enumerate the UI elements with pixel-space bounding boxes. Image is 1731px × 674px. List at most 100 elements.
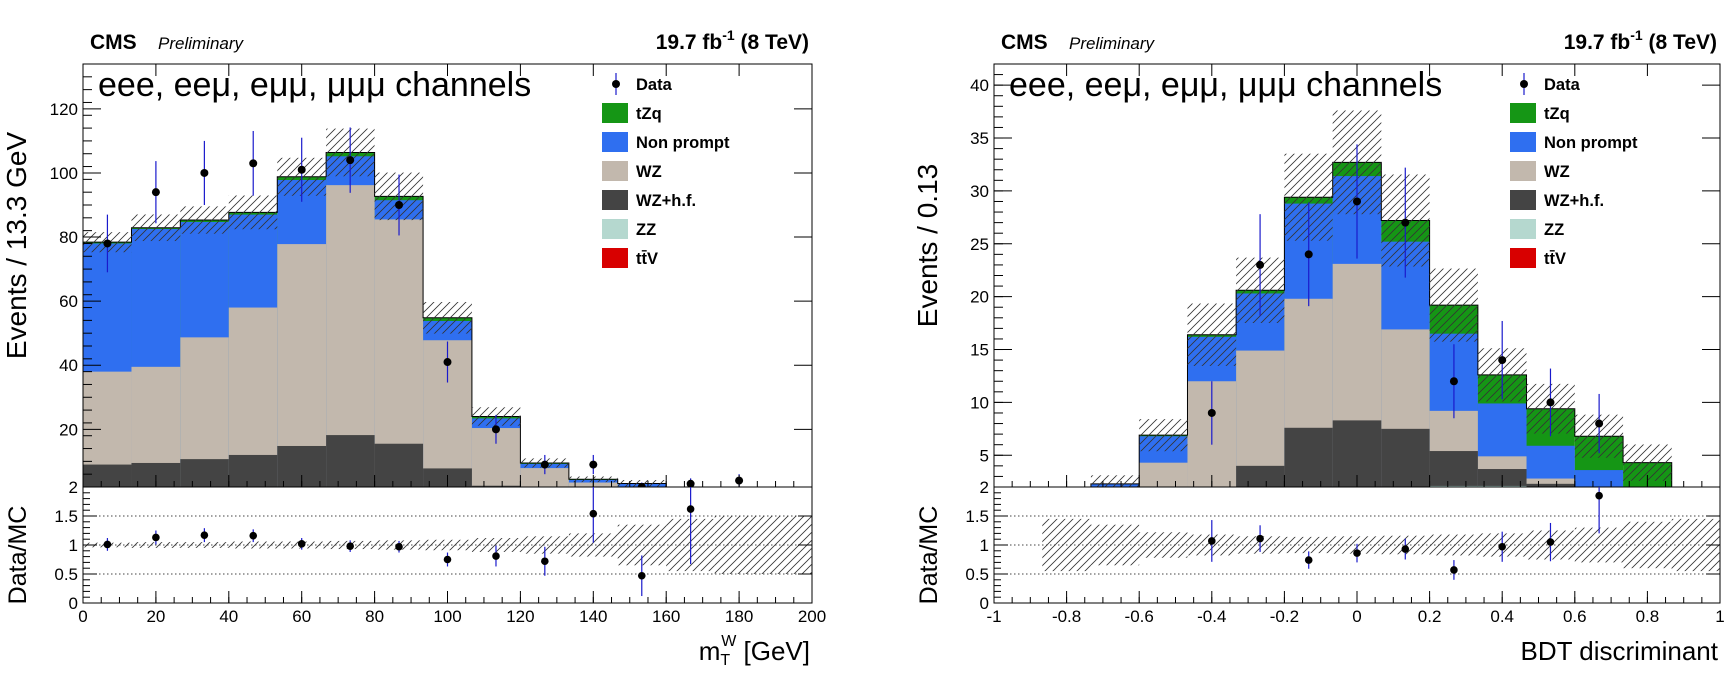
ratio-point-7 [443, 555, 452, 564]
bar-wzhf-bin-6 [1284, 427, 1333, 487]
bar-wzhf-bin-2 [180, 459, 229, 487]
mc-unc-hatch-bin-13 [1623, 444, 1672, 481]
legend-swatch-6 [1510, 248, 1536, 268]
data-point-1 [1256, 260, 1265, 269]
data-point-1 [151, 188, 160, 197]
x-tick-label: -0.2 [1270, 607, 1299, 626]
main-y-tick-label: 40 [970, 76, 989, 95]
legend-swatch-2 [1510, 132, 1536, 152]
data-point-0 [1207, 408, 1216, 417]
data-point-8 [491, 425, 500, 434]
stack-area [994, 110, 1720, 487]
ratio-y-tick-label: 0.5 [965, 565, 989, 584]
ratio-unc-hatch-bin-13 [714, 516, 764, 574]
data-point-4 [1401, 218, 1410, 227]
data-point-9 [540, 460, 549, 469]
channels-label: eee, eeμ, eμμ, μμμ channels [98, 66, 531, 104]
legend-label-3: WZ [1544, 163, 1570, 181]
ratio-point-4 [297, 540, 306, 548]
x-tick-label: 160 [652, 607, 680, 626]
x-tick-label: 1 [1715, 607, 1724, 626]
mc-unc-hatch-bin-2 [1090, 475, 1140, 487]
ratio-y-tick-label: 1.5 [965, 507, 989, 526]
ratio-y-axis-label: Data/MC [4, 506, 32, 605]
bar-wzhf-bin-6 [374, 443, 424, 487]
data-point-6 [1498, 356, 1507, 365]
ratio-unc-hatch-bin-3 [228, 541, 278, 549]
x-axis-label: BDT discriminant [1521, 636, 1719, 666]
data-point-12 [686, 479, 695, 487]
bar-zz-bin-9 [1429, 485, 1478, 487]
ratio-point-7 [1546, 538, 1555, 546]
lumi-exponent: -1 [722, 27, 735, 43]
bar-wz-bin-3 [1139, 462, 1188, 487]
main-y-tick-label: 10 [970, 393, 989, 412]
x-tick-label: -1 [986, 607, 1001, 626]
main-y-tick-label: 80 [59, 228, 78, 247]
y-axis-label: Events / 13.3 GeV [1, 132, 32, 360]
bar-wzhf-bin-5 [1236, 465, 1285, 487]
legend-label-4: WZ+h.f. [1544, 192, 1604, 210]
x-tick-label: 0 [1352, 607, 1361, 626]
ratio-y-tick-label: 1 [69, 536, 78, 555]
legend-swatch-4 [602, 190, 628, 210]
lumi-exponent: -1 [1630, 27, 1643, 43]
main-y-tick-label: 100 [50, 164, 78, 183]
x-tick-label: 40 [219, 607, 238, 626]
data-point-7 [1546, 398, 1555, 407]
legend-label-4: WZ+h.f. [636, 192, 696, 210]
ratio-unc-hatch-bin-3 [1139, 532, 1188, 558]
bar-nonprompt-bin-12 [1574, 470, 1624, 487]
x-tick-label: 200 [798, 607, 826, 626]
legend-label-5: ZZ [636, 221, 656, 239]
legend-swatch-4 [1510, 190, 1536, 210]
ratio-point-5 [1450, 566, 1458, 574]
bar-wzhf-bin-11 [1526, 483, 1575, 487]
mc-unc-hatch-bin-7 [423, 301, 472, 334]
x-tick-label: 0.6 [1563, 607, 1587, 626]
legend-label-0: Data [1544, 76, 1581, 94]
bar-wzhf-bin-9 [1429, 451, 1478, 487]
y-axis-label: Events / 0.13 [912, 164, 943, 327]
legend-label-2: Non prompt [636, 134, 730, 152]
data-point-5 [1449, 377, 1458, 386]
x-tick-label: 80 [365, 607, 384, 626]
ratio-point-3 [249, 531, 258, 540]
ratio-y-tick-label: 0 [69, 594, 78, 613]
lumi-value: 19.7 fb [1564, 31, 1631, 54]
legend-swatch-3 [602, 161, 628, 181]
ratio-point-0 [1208, 537, 1216, 545]
ratio-point-8 [492, 552, 500, 560]
x-tick-label: 0.8 [1636, 607, 1660, 626]
main-y-tick-label: 60 [59, 292, 78, 311]
ratio-point-3 [1353, 549, 1361, 557]
legend-swatch-1 [602, 103, 628, 123]
legend-swatch-2 [602, 132, 628, 152]
data-point-7 [443, 358, 452, 367]
data-point-2 [1304, 250, 1313, 259]
ratio-point-2 [1304, 556, 1313, 564]
mc-unc-hatch-bin-2 [180, 206, 229, 234]
bar-wz-bin-5 [1236, 350, 1285, 487]
mc-unc-hatch-bin-3 [1139, 419, 1188, 452]
data-point-0 [103, 239, 112, 248]
legend-swatch-3 [1510, 161, 1536, 181]
bar-wzhf-bin-8 [471, 485, 521, 487]
x-axis-label-main: BDT discriminant [1521, 636, 1719, 666]
energy-label: (8 TeV) [1643, 31, 1717, 54]
ratio-point-10 [589, 509, 598, 518]
legend-swatch-5 [1510, 219, 1536, 239]
main-y-tick-label-min: 2 [980, 478, 989, 497]
x-tick-label: -0.8 [1052, 607, 1081, 626]
x-tick-label: 20 [146, 607, 165, 626]
channels-label: eee, eeμ, eμμ, μμμ channels [1009, 66, 1442, 104]
data-point-6 [395, 201, 404, 209]
x-axis-label-unit: [GeV] [736, 636, 810, 666]
ratio-unc-hatch-bin-8 [471, 538, 521, 552]
ratio-unc-hatch-bin-7 [423, 539, 472, 551]
legend-label-1: tZq [636, 105, 662, 123]
ratio-point-1 [152, 533, 160, 542]
x-tick-label: 60 [292, 607, 311, 626]
x-axis-label-superscript: W [721, 633, 737, 650]
